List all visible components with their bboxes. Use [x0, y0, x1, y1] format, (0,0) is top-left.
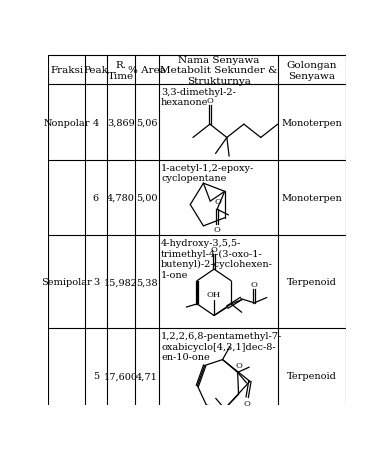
Text: Semipolar: Semipolar [41, 278, 92, 287]
Text: 6: 6 [93, 193, 99, 202]
Text: OH: OH [207, 291, 221, 298]
Text: Peak: Peak [83, 66, 108, 75]
Text: O: O [214, 197, 221, 206]
Text: 1,2,2,6,8-pentamethyl-7-
oxabicyclo[4,3,1]dec-8-
en-10-one: 1,2,2,6,8-pentamethyl-7- oxabicyclo[4,3,… [161, 331, 282, 361]
Text: O: O [207, 96, 214, 105]
Text: Terpenoid: Terpenoid [287, 371, 337, 380]
Text: 5,06: 5,06 [136, 118, 158, 127]
Text: R.
Time: R. Time [108, 61, 134, 81]
Text: 5,00: 5,00 [136, 193, 158, 202]
Text: 3: 3 [93, 278, 99, 287]
Text: Fraksi: Fraksi [50, 66, 83, 75]
Text: Golongan
Senyawa: Golongan Senyawa [287, 61, 337, 81]
Text: 4,780: 4,780 [107, 193, 135, 202]
Text: 5,38: 5,38 [136, 278, 158, 287]
Text: 4-hydroxy-3,5,5-
trimethyl-4-(3-oxo-1-
butenyl)-2-cyclohexen-
1-one: 4-hydroxy-3,5,5- trimethyl-4-(3-oxo-1- b… [161, 238, 273, 279]
Text: % Area: % Area [128, 66, 166, 75]
Text: 4: 4 [93, 118, 99, 127]
Text: 17,600: 17,600 [104, 371, 138, 380]
Text: Nama Senyawa
Metabolit Sekunder &
Strukturnya: Nama Senyawa Metabolit Sekunder & Strukt… [160, 56, 278, 86]
Text: 3,3-dimethyl-2-
hexanone: 3,3-dimethyl-2- hexanone [161, 88, 236, 107]
Text: 1-acetyl-1,2-epoxy-
cyclopentane: 1-acetyl-1,2-epoxy- cyclopentane [161, 163, 254, 182]
Text: O: O [214, 226, 220, 234]
Text: 4,71: 4,71 [136, 371, 158, 380]
Text: O: O [210, 245, 217, 253]
Text: O: O [244, 399, 251, 407]
Text: Monoterpen: Monoterpen [281, 193, 343, 202]
Text: O: O [251, 280, 258, 288]
Text: 5: 5 [93, 371, 99, 380]
Text: Nonpolar: Nonpolar [43, 118, 90, 127]
Text: 3,869: 3,869 [107, 118, 135, 127]
Text: Monoterpen: Monoterpen [281, 118, 343, 127]
Text: Terpenoid: Terpenoid [287, 278, 337, 287]
Text: O: O [235, 361, 242, 369]
Text: 15,982: 15,982 [104, 278, 138, 287]
